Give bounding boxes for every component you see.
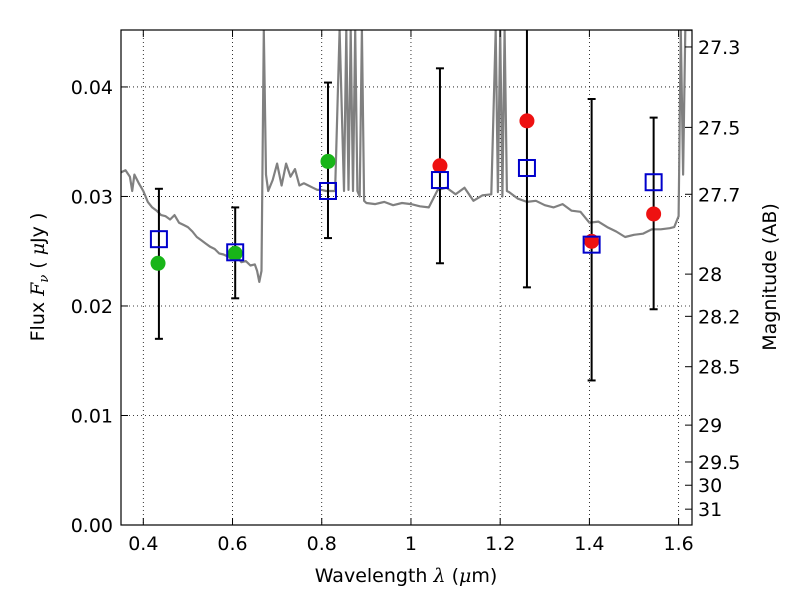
y-axis-label: Flux Fν ( μJy ) — [27, 213, 52, 342]
model-square-marker — [318, 181, 337, 200]
y-tick-label: 0.03 — [71, 186, 113, 208]
y2-tick-label: 29.5 — [698, 452, 740, 474]
y-label-open: ( — [27, 255, 49, 268]
model-spectrum-line — [121, 30, 692, 283]
green-point — [150, 255, 166, 271]
model-square-marker — [517, 158, 536, 177]
y2-tick-label: 28 — [698, 264, 722, 286]
x-label-lambda: λ — [432, 565, 445, 587]
x-label-open: ( — [446, 565, 459, 587]
y2-axis-label: Magnitude (AB) — [759, 203, 781, 351]
x-tick-label: 1.2 — [485, 533, 515, 555]
y-tick-label: 0.01 — [71, 405, 113, 427]
y2-tick-label: 28.2 — [698, 306, 740, 328]
x-axis-label: Wavelength λ (μm) — [315, 565, 498, 587]
x-tick-label: 1.4 — [574, 533, 604, 555]
y2-tick-label: 31 — [698, 499, 722, 521]
x-tick-label: 1.6 — [664, 533, 694, 555]
plot-frame — [120, 29, 693, 526]
y-tick-label: 0.00 — [71, 515, 113, 537]
red-point — [646, 206, 662, 222]
model-square-marker — [226, 243, 245, 262]
model-square-marker — [430, 171, 449, 190]
grid — [121, 30, 692, 526]
y2-tick-label: 29 — [698, 415, 722, 437]
x-label-unit: m) — [471, 565, 497, 587]
y-label-F: F — [27, 282, 49, 297]
x-tick-label: 1 — [405, 533, 417, 555]
model-square-marker — [582, 235, 601, 254]
green-point — [320, 153, 336, 169]
green-point — [227, 245, 243, 261]
x-tick-label: 0.6 — [217, 533, 247, 555]
y-tick-label: 0.04 — [71, 77, 113, 99]
y-label-text: Flux — [27, 296, 49, 342]
x-label-text: Wavelength — [315, 565, 434, 587]
y-label-unit: Jy ) — [27, 213, 49, 244]
x-tick-label: 0.4 — [128, 533, 158, 555]
y2-tick-label: 28.5 — [698, 357, 740, 379]
model-square-marker — [644, 173, 663, 192]
y-label-mu: μ — [27, 243, 49, 255]
red-point — [519, 113, 535, 129]
y-tick-label: 0.02 — [71, 296, 113, 318]
model-square-marker — [149, 230, 168, 249]
y2-tick-label: 27.3 — [698, 37, 740, 59]
plot-area — [121, 30, 692, 382]
y-label-nu: ν — [37, 275, 52, 283]
y2-tick-label: 27.5 — [698, 117, 740, 139]
x-label-mu: μ — [459, 565, 471, 587]
x-tick-label: 0.8 — [307, 533, 337, 555]
y2-tick-label: 30 — [698, 475, 722, 497]
y2-tick-label: 27.7 — [698, 184, 740, 206]
ticks: 0.4 0.6 0.8 1 1.2 1.4 1.6 0.00 0.01 0.02 0.03 0.04 2… — [71, 30, 740, 555]
red-point — [432, 158, 448, 174]
